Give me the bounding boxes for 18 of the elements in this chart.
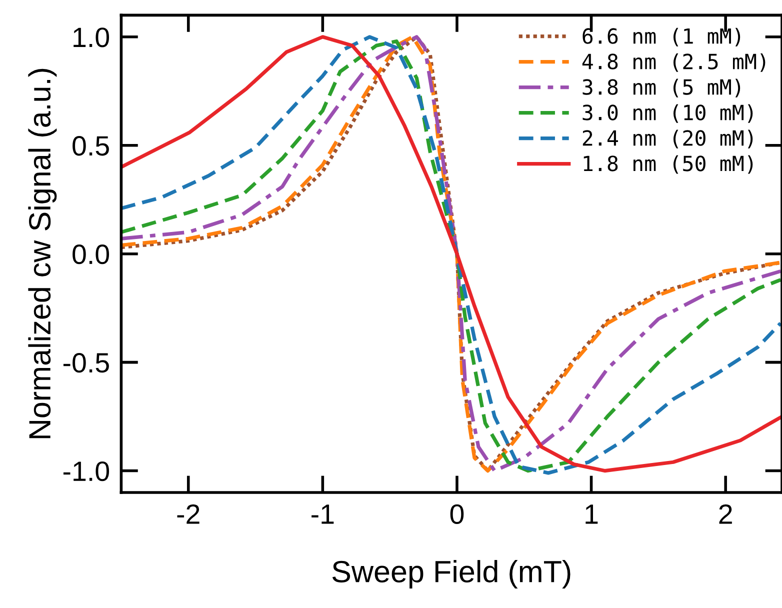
legend-label: 6.6 nm (1 mM)	[582, 28, 740, 46]
legend-label: 3.0 nm (10 mM)	[582, 104, 753, 123]
x-tick-label: -2	[177, 504, 200, 524]
legend-label: 2.4 nm (20 mM)	[582, 130, 753, 148]
x-axis-title: Sweep Field (mT)	[332, 560, 570, 589]
y-axis-title: Normalized cw Signal (a.u.)	[28, 68, 57, 438]
legend-label: 1.8 nm (50 mM)	[584, 155, 753, 174]
x-tick-label: 0	[450, 504, 464, 524]
y-tick-label: -0.5	[63, 352, 109, 373]
y-tick-label: -1.0	[63, 461, 110, 482]
legend-label: 4.8 nm (2.5 mM)	[582, 53, 766, 72]
y-tick-label: 0.0	[72, 244, 110, 264]
legend-label: 3.8 nm (5 mM)	[582, 78, 740, 98]
y-tick-label: 0.5	[72, 136, 109, 156]
x-tick-label: 2	[719, 504, 732, 524]
x-tick-label: 1	[586, 504, 598, 524]
x-tick-label: -1	[312, 504, 334, 524]
y-tick-label: 1.0	[74, 28, 110, 48]
